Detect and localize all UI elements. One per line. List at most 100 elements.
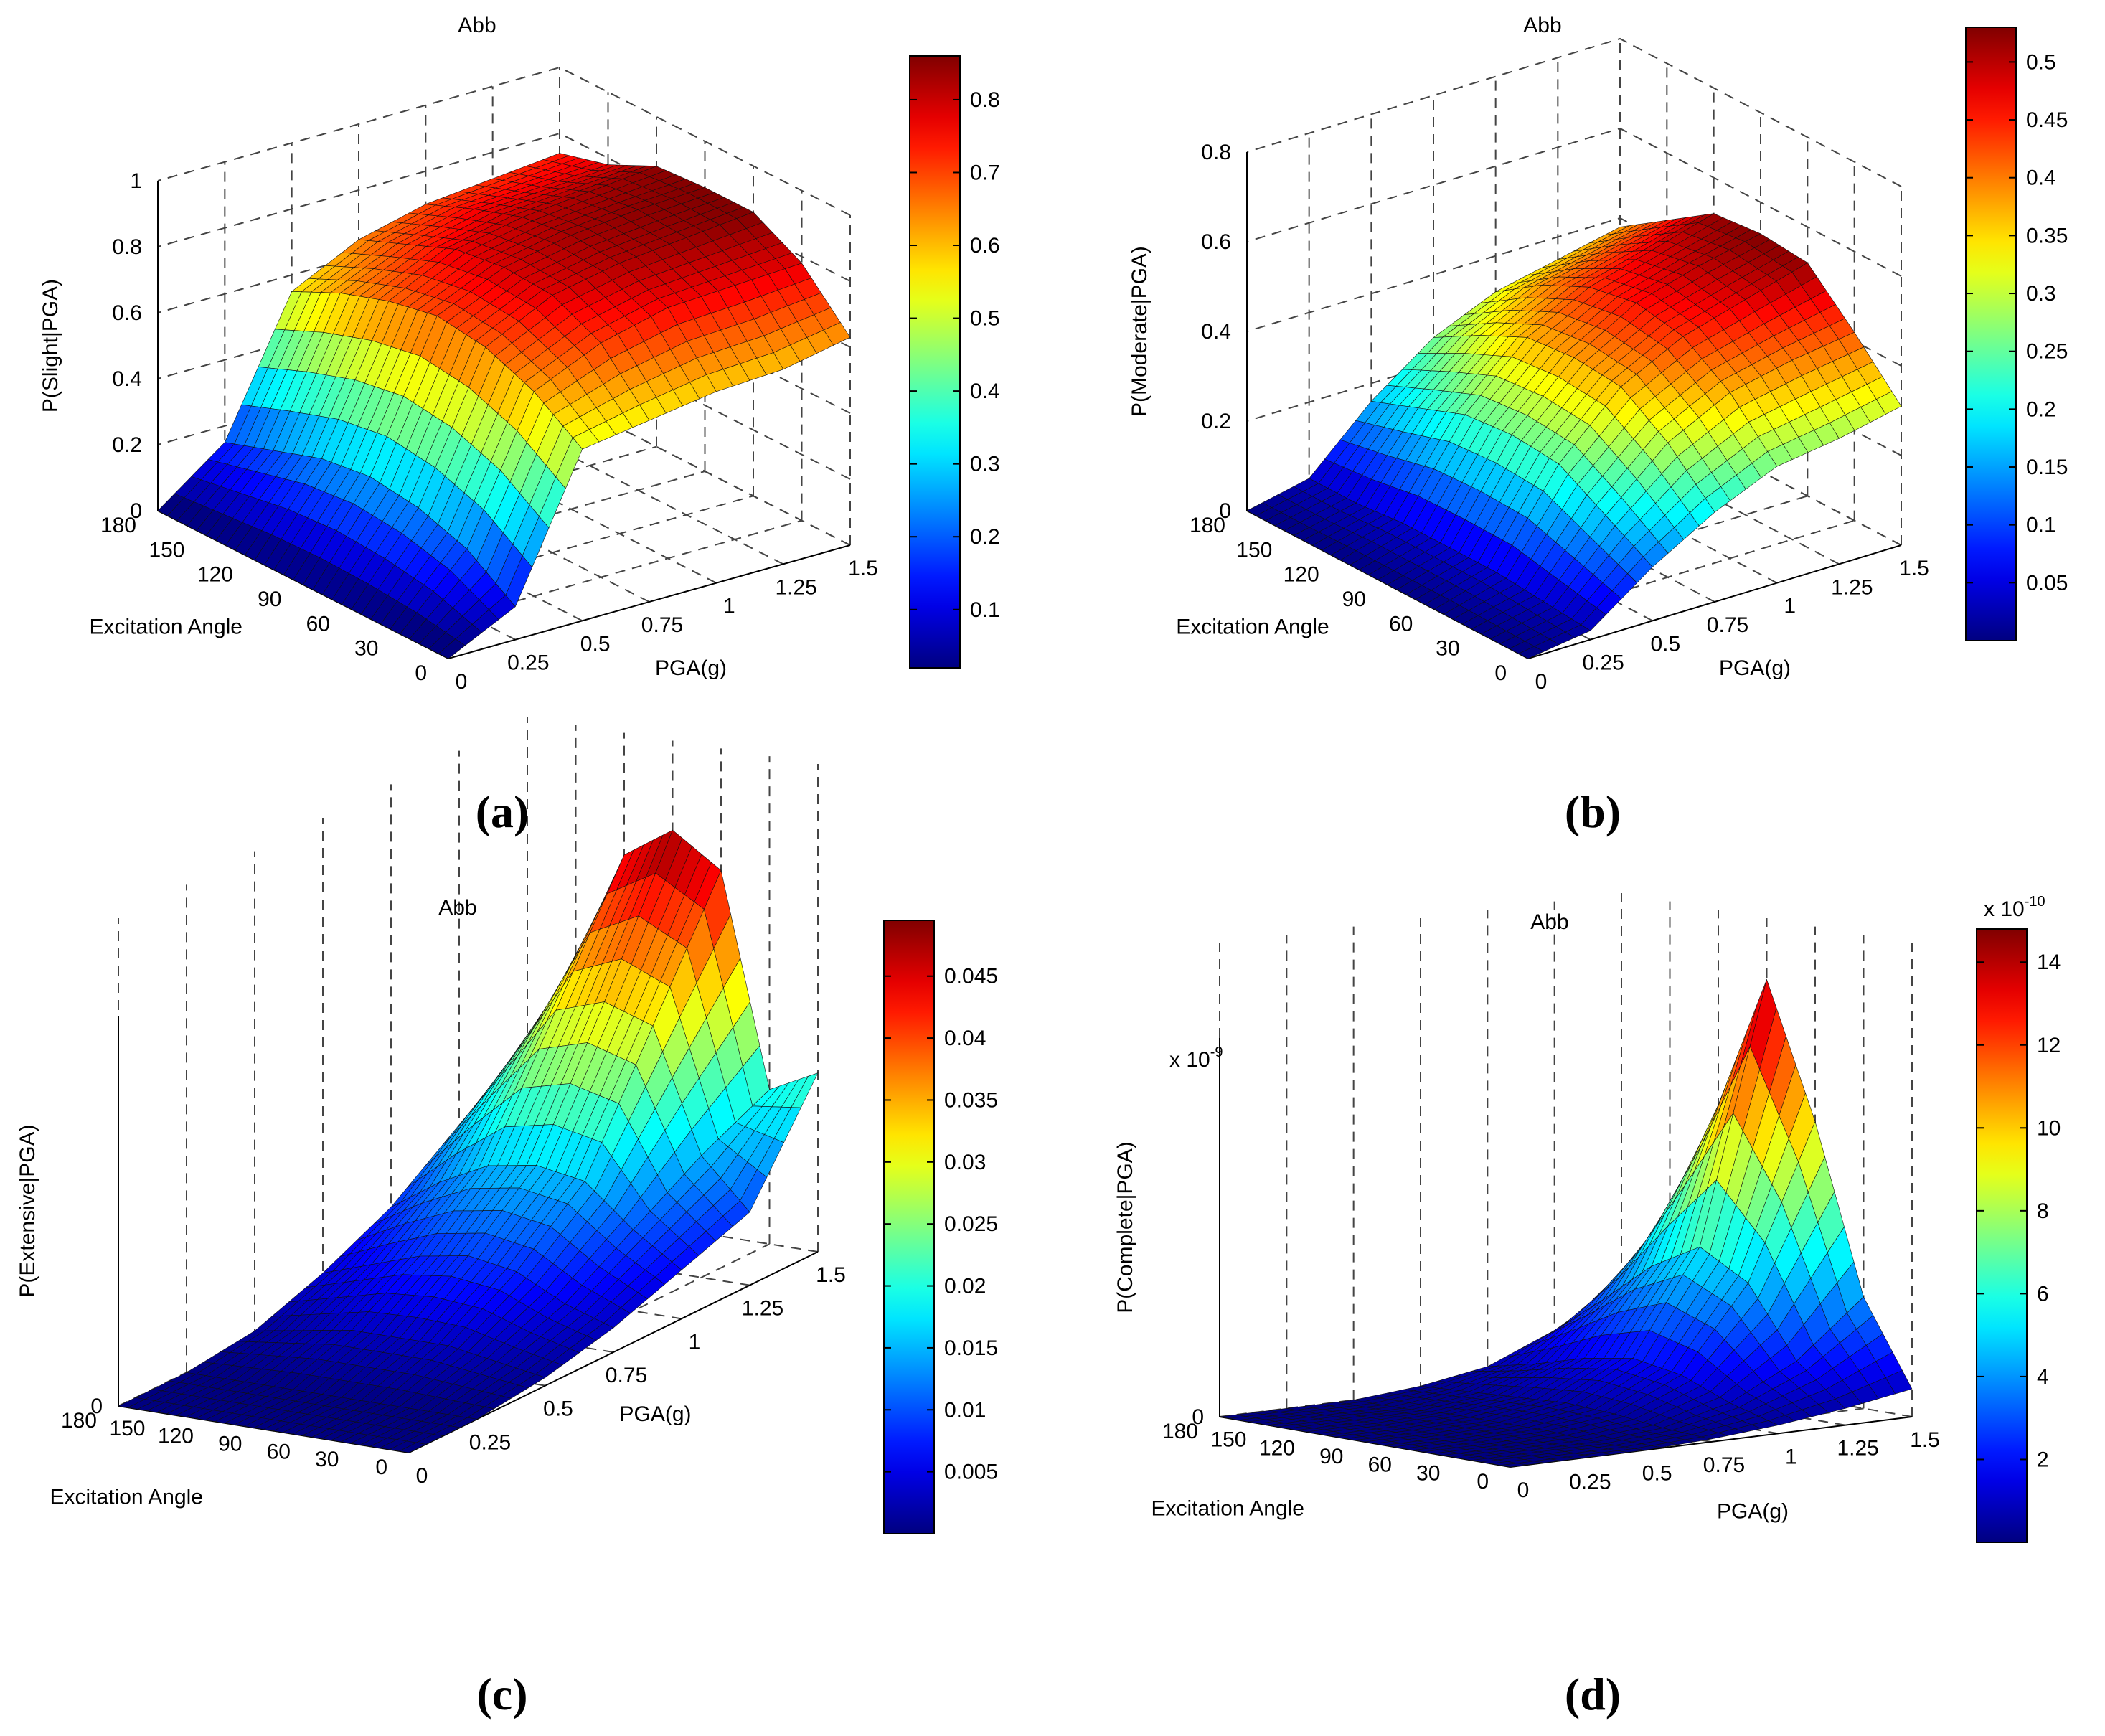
colorbar: 2 4 6 8 10 12 14 x 10-10: [1976, 894, 2061, 1543]
caption-c: (c): [476, 1669, 528, 1720]
pga-tick-label: 1: [1784, 595, 1796, 618]
angle-axis-label: Excitation Angle: [50, 1485, 203, 1509]
panel-b-moderate: 180 150 120 90 60 30 0 0 0.25 0.5 0.75 1 1.25 1.5 0 0.2…: [1128, 14, 2068, 694]
colorbar-gradient: [909, 55, 961, 669]
angle-tick-label: 30: [1416, 1461, 1440, 1485]
pga-tick-label: 1.25: [775, 575, 816, 599]
angle-tick-label: 150: [1236, 538, 1272, 562]
colorbar-tick-label: 0.45: [2026, 108, 2068, 132]
colorbar: 0.005 0.01 0.015 0.02 0.025 0.03 0.035 0.04 0.04…: [883, 920, 998, 1534]
angle-tick-label: 180: [100, 514, 136, 537]
pga-tick-label: 0.25: [1582, 651, 1624, 675]
surface: [118, 829, 819, 1453]
surface-patch: [438, 638, 466, 659]
pga-tick-label: 1.25: [1831, 575, 1873, 599]
surface-patch: [1518, 646, 1545, 659]
colorbar-tick-label: 0.05: [2026, 571, 2068, 595]
wall-gridline: [1246, 127, 1902, 277]
colorbar-tick-label: 6: [2037, 1282, 2049, 1306]
pga-tick-label: 0.5: [1642, 1462, 1672, 1486]
pga-tick-label: 0: [1535, 670, 1548, 694]
z-tick-label: 0: [1192, 1405, 1204, 1429]
angle-tick-label: 60: [1368, 1453, 1392, 1477]
pga-tick-label: 1.5: [1910, 1428, 1940, 1452]
pga-tick-label: 1: [1785, 1445, 1797, 1468]
caption-b: (b): [1564, 786, 1621, 837]
angle-tick-label: 0: [415, 661, 427, 685]
angle-tick-label: 180: [1162, 1420, 1198, 1443]
z-axis-label: P(Moderate|PGA): [1128, 246, 1152, 417]
angle-tick-label: 30: [315, 1448, 339, 1471]
pga-tick-label: 1: [689, 1330, 701, 1354]
pga-tick-label: 1.5: [848, 557, 878, 580]
angle-tick-label: 90: [218, 1433, 242, 1456]
caption-d: (d): [1564, 1669, 1621, 1720]
pga-tick-label: 0.5: [543, 1397, 573, 1421]
pga-tick-label: 1: [723, 595, 735, 618]
surface: [1219, 978, 1913, 1468]
colorbar-tick-label: 0.4: [970, 379, 1000, 403]
colorbar-tick-label: 0.1: [2026, 514, 2056, 537]
colorbar-tick-label: 0.6: [970, 234, 1000, 258]
colorbar-tick-label: 0.5: [970, 307, 1000, 331]
z-tick-label: 0.6: [112, 301, 142, 325]
pga-tick-label: 0.75: [1707, 613, 1748, 637]
pga-axis-label: PGA(g): [1719, 656, 1791, 680]
surface-patch: [398, 1442, 427, 1453]
z-tick-label: 0.2: [1201, 410, 1231, 433]
colorbar-tick-label: 10: [2037, 1116, 2061, 1140]
colorbar-tick-label: 0.8: [970, 88, 1000, 112]
colorbar-tick-label: 0.2: [2026, 397, 2056, 421]
angle-tick-label: 120: [1259, 1436, 1295, 1460]
colorbar-tick-label: 8: [2037, 1199, 2049, 1223]
pga-tick-label: 1.25: [742, 1297, 783, 1321]
tick-labels: 180 150 120 90 60 30 0 0 0.25 0.5 0.75 1 1.25 1.5 0: [61, 1263, 846, 1488]
floor-gridline: [1481, 519, 1855, 635]
pga-tick-label: 1.5: [816, 1263, 846, 1287]
pga-axis-label: PGA(g): [1717, 1500, 1789, 1524]
z-tick-label: 0.2: [112, 433, 142, 457]
pga-tick-label: 0.5: [580, 632, 611, 656]
angle-axis-label: Excitation Angle: [90, 615, 242, 639]
z-tick-label: 0.6: [1201, 230, 1231, 254]
angle-tick-label: 30: [1436, 637, 1459, 661]
chart-title: Abb: [1530, 910, 1568, 934]
colorbar-tick-label: 0.025: [944, 1212, 998, 1236]
z-tick-label: 0.4: [112, 367, 142, 391]
colorbar-tick-label: 0.2: [970, 525, 1000, 549]
z-axis-label: P(Extensive|PGA): [16, 1124, 39, 1297]
z-tick-label: 0.8: [112, 235, 142, 259]
pga-tick-label: 0.25: [1569, 1470, 1611, 1494]
axis-labels: Abb Excitation Angle PGA(g) P(Complete|PGA): [1113, 910, 1789, 1524]
colorbar-tick-label: 0.5: [2026, 50, 2056, 74]
z-tick-label: 0.8: [1201, 141, 1231, 164]
tick-labels: 180 150 120 90 60 30 0 0 0.25 0.5 0.75 1 1.25 1.5 0 0.2…: [1190, 141, 1929, 694]
tick-labels: 180 150 120 90 60 30 0 0 0.25 0.5 0.75 1 1.25 1.5 0 x 1…: [1162, 1044, 1940, 1502]
surface-patch: [1500, 1463, 1527, 1468]
chart-title: Abb: [438, 896, 476, 920]
angle-tick-label: 120: [197, 563, 233, 587]
surface: [157, 153, 851, 659]
colorbar-tick-label: 0.3: [2026, 282, 2056, 306]
pga-tick-label: 0: [416, 1464, 428, 1488]
colorbar-tick-label: 12: [2037, 1034, 2061, 1057]
colorbar-exponent-label: x 10-10: [1984, 894, 2045, 921]
wall-gridline: [1246, 37, 1902, 187]
colorbar-gradient: [1976, 928, 2028, 1543]
surface: [1246, 213, 1902, 659]
z-exponent-label: x 10-9: [1169, 1044, 1223, 1072]
pga-tick-label: 0.75: [641, 613, 683, 637]
colorbar-tick-label: 2: [2037, 1448, 2049, 1471]
caption-a: (a): [475, 786, 529, 837]
colorbar-tick-label: 0.045: [944, 965, 998, 989]
colorbar-tick-label: 0.4: [2026, 166, 2056, 190]
chart-title: Abb: [458, 14, 496, 37]
angle-tick-label: 150: [149, 538, 184, 562]
colorbar-tick-label: 0.15: [2026, 456, 2068, 479]
axis-labels: Abb Excitation Angle PGA(g) P(Slight|PGA): [39, 14, 727, 680]
pga-tick-label: 0.75: [1703, 1453, 1745, 1477]
angle-tick-label: 180: [61, 1409, 97, 1433]
colorbar-tick-label: 0.1: [970, 598, 1000, 622]
panel-c-extensive: 180 150 120 90 60 30 0 00.250.50.7511.251.50Abb…: [16, 717, 998, 1534]
